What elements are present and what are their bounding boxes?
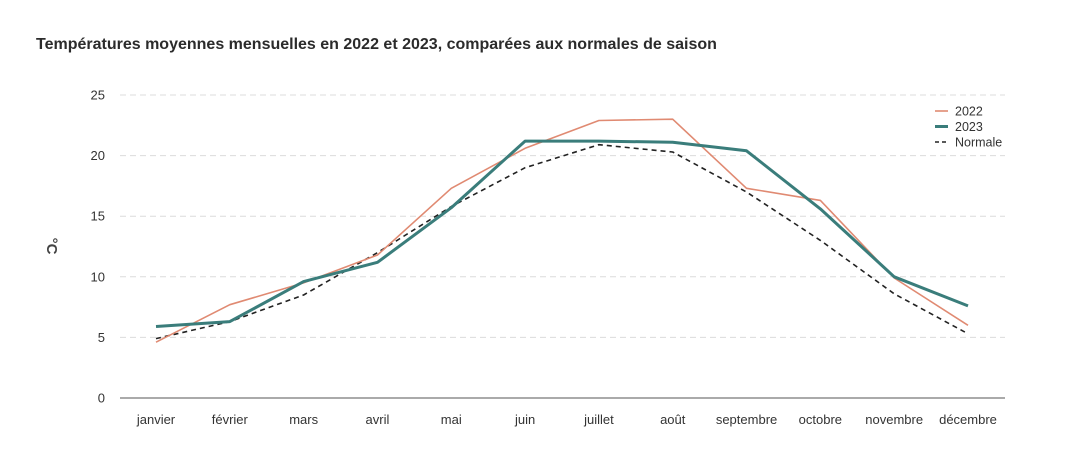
x-tick-label: novembre — [865, 412, 923, 427]
legend-label: 2022 — [955, 105, 983, 119]
y-tick-label: 0 — [98, 391, 105, 406]
y-tick-label: 10 — [91, 269, 105, 284]
y-tick-label: 20 — [91, 148, 105, 163]
chart-title: Températures moyennes mensuelles en 2022… — [36, 36, 717, 53]
x-tick-label: juin — [514, 412, 535, 427]
x-tick-label: mai — [441, 412, 462, 427]
legend-label: Normale — [955, 136, 1002, 150]
y-tick-label: 5 — [98, 330, 105, 345]
x-tick-label: mars — [289, 412, 318, 427]
x-tick-label: juillet — [583, 412, 614, 427]
x-tick-label: décembre — [939, 412, 997, 427]
x-tick-label: août — [660, 412, 686, 427]
x-tick-label: septembre — [716, 412, 777, 427]
series-line-2022 — [155, 118, 969, 343]
x-tick-label: octobre — [799, 412, 842, 427]
y-tick-label: 25 — [91, 88, 105, 103]
series-line-2023 — [155, 139, 969, 328]
legend-label: 2023 — [955, 120, 983, 134]
series-line-normale — [155, 143, 969, 340]
y-axis-label: °C — [43, 238, 60, 255]
y-tick-label: 15 — [91, 209, 105, 224]
x-tick-label: janvier — [136, 412, 176, 427]
x-tick-label: avril — [366, 412, 390, 427]
x-tick-label: février — [212, 412, 249, 427]
